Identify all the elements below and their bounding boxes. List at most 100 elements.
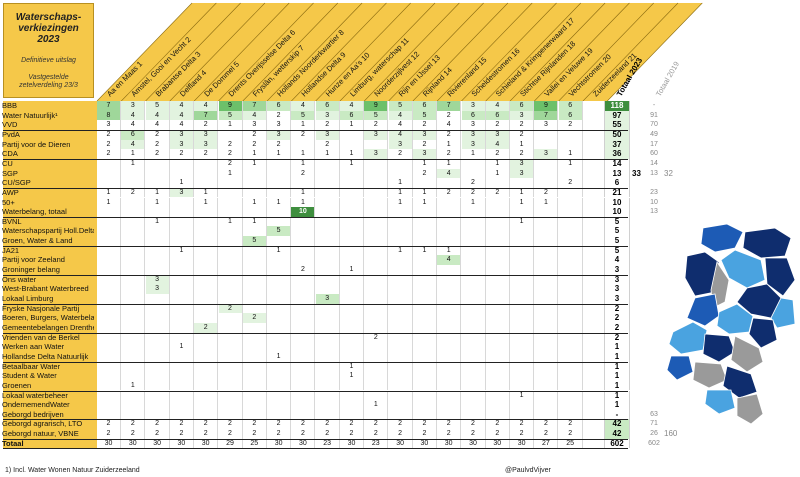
seat-cell [340,390,364,401]
seat-cell: 1 [267,351,292,362]
seat-cell [97,245,121,256]
seat-cell [97,351,121,362]
seat-cell [219,274,243,285]
seat-cell [170,236,194,246]
seat-cell: 2 [462,419,486,430]
seat-cell: 2 [291,168,316,179]
seat-cell: 3 [534,149,559,159]
seat-cell [97,390,121,401]
seat-cell [291,322,316,333]
seat-cell [364,294,389,304]
seat-cell: 2 [437,110,462,121]
seat-cell [121,265,146,275]
seat-cell [413,342,437,352]
seat-cell: 2 [316,120,340,130]
row-total: 21 [604,187,630,198]
seat-cell [97,216,121,227]
seat-cell [389,274,413,285]
seat-cell [97,313,121,323]
seat-cell [316,187,340,198]
seat-cell: 2 [413,419,437,430]
seat-cell [97,400,121,410]
header-divider [291,2,387,101]
seat-cell: 1 [510,197,535,208]
seat-cell: 2 [291,419,316,430]
seat-cell [534,361,559,372]
seat-cell [486,197,510,208]
seat-cell [413,409,437,420]
seat-cell [534,342,559,352]
seat-cell [316,371,340,381]
seat-cell [219,236,243,246]
seat-cell [267,168,292,179]
seat-cell [437,236,462,246]
seat-cell: 1 [510,187,535,198]
seat-cell [364,255,389,266]
row-total: 5 [604,216,630,227]
seat-cell [219,265,243,275]
seat-cell [364,361,389,372]
seat-cell [267,322,292,333]
seat-cell [146,400,170,410]
group-divider [3,332,628,334]
row-total: 3 [604,294,630,304]
table-row [97,149,608,159]
seat-cell: 3 [315,110,340,121]
seat-cell [316,409,340,420]
seat-cell: 7 [534,110,559,121]
seat-cell: 2 [510,419,535,430]
seat-cell [121,294,146,304]
seat-cell: 1 [462,197,486,208]
header-divider [145,2,241,101]
seat-cell [364,168,389,179]
seat-cell [462,400,486,410]
seat-cell [364,351,389,362]
header-divider [509,2,606,101]
seat-cell [121,303,146,314]
table-row [97,313,608,323]
seat-cell [413,226,437,237]
seat-cell [486,274,510,285]
seat-cell: 2 [534,187,559,198]
seat-cell [437,380,462,391]
seat-cell [291,294,316,304]
seat-cell [267,400,292,410]
seat-cell: 3 [412,129,437,140]
seat-cell: 30 [413,438,437,449]
party-name: CU/SGP [2,178,31,188]
seat-cell [291,178,316,188]
seat-cell [97,255,121,266]
seat-cell [97,207,121,217]
row-total: 1 [604,371,630,381]
seat-cell [340,351,364,362]
seat-cell: 2 [364,429,389,439]
seat-cell [243,178,267,188]
seat-cell: 6 [510,101,535,111]
seat-cell [534,129,559,140]
table-row [97,284,608,294]
seat-cell: 2 [462,429,486,439]
seat-cell [462,168,486,179]
party-name: BBB [2,101,18,110]
seat-cell [146,178,170,188]
seat-cell: 3 [243,120,267,130]
seat-cell: 2 [194,429,219,439]
seat-cell [267,390,292,401]
seat-cell: 3 [485,129,510,140]
seat-cell [462,371,486,381]
seat-cell [316,322,340,333]
seat-cell [316,216,340,227]
seat-cell [559,313,583,323]
header-divider [534,2,630,101]
seat-cell [316,178,340,188]
seat-cell [194,371,219,381]
seat-cell [170,322,194,333]
seat-cell: 1 [559,149,583,159]
seat-cell: 6 [121,129,146,140]
seat-cell [534,294,559,304]
seat-cell [316,168,340,179]
seat-cell [146,245,170,256]
seat-cell [243,380,267,391]
document-title: Waterschaps- verkiezingen 2023 [4,12,93,45]
seat-cell [413,371,437,381]
